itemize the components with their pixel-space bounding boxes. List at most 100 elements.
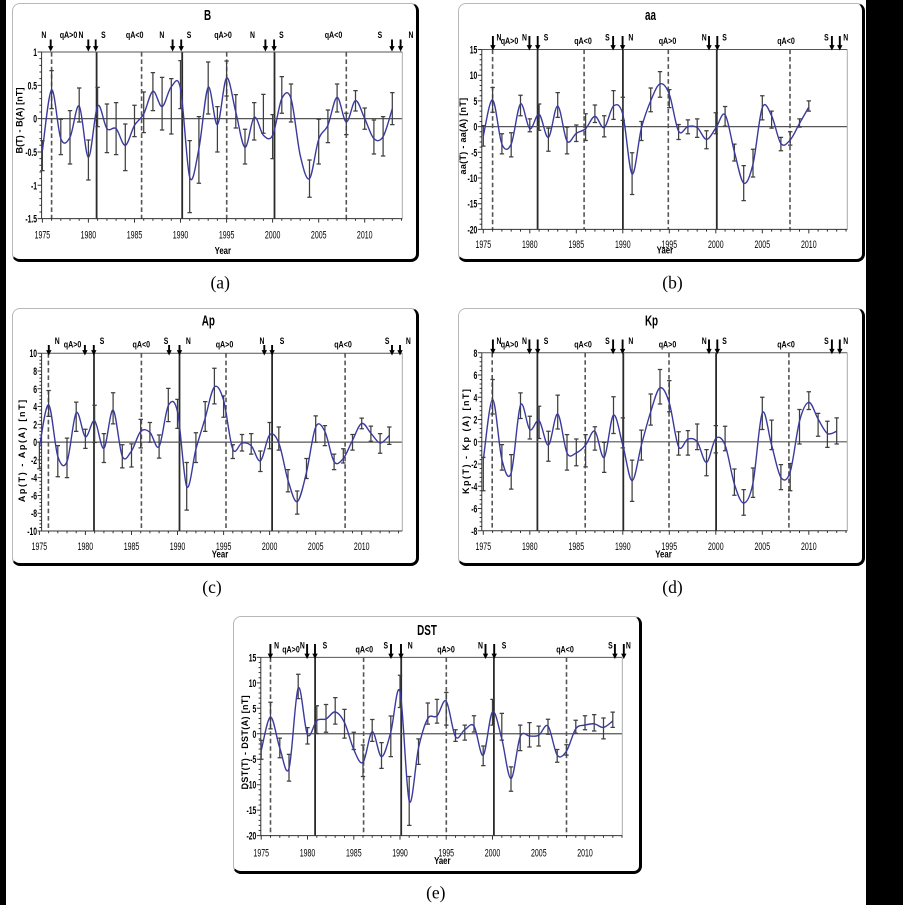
svg-text:qA>0: qA>0 xyxy=(216,338,234,349)
svg-text:1975: 1975 xyxy=(476,539,492,552)
svg-text:S: S xyxy=(101,30,106,40)
svg-text:N: N xyxy=(300,640,305,650)
svg-text:1990: 1990 xyxy=(170,539,186,552)
svg-text:N: N xyxy=(628,32,633,42)
svg-text:2010: 2010 xyxy=(801,539,817,552)
svg-text:Kp: Kp xyxy=(645,313,658,329)
svg-text:1980: 1980 xyxy=(300,846,316,859)
svg-text:15: 15 xyxy=(249,652,257,664)
svg-text:-2: -2 xyxy=(471,458,477,470)
svg-text:8: 8 xyxy=(33,365,37,377)
svg-text:S: S xyxy=(187,30,192,40)
svg-text:1985: 1985 xyxy=(346,846,362,859)
svg-text:2: 2 xyxy=(474,414,478,426)
svg-text:2005: 2005 xyxy=(311,228,327,241)
svg-text:aa(T) - aa(A) [nT]: aa(T) - aa(A) [nT] xyxy=(458,98,468,175)
svg-text:2000: 2000 xyxy=(262,539,278,552)
svg-text:qA>0: qA>0 xyxy=(501,338,519,349)
svg-text:1990: 1990 xyxy=(615,237,631,250)
svg-text:6: 6 xyxy=(474,369,478,381)
svg-text:1995: 1995 xyxy=(662,237,678,250)
svg-text:2005: 2005 xyxy=(755,237,771,250)
svg-text:2010: 2010 xyxy=(801,237,817,250)
svg-text:-8: -8 xyxy=(31,508,37,520)
svg-text:-2: -2 xyxy=(31,454,37,466)
svg-text:1980: 1980 xyxy=(522,539,538,552)
svg-text:S: S xyxy=(824,32,829,42)
svg-text:-5: -5 xyxy=(471,147,477,159)
svg-text:-20: -20 xyxy=(246,830,256,842)
svg-text:S: S xyxy=(279,30,284,40)
svg-text:-6: -6 xyxy=(31,490,37,502)
svg-text:N: N xyxy=(186,336,191,346)
svg-text:S: S xyxy=(378,30,383,40)
svg-text:Ap(T) - Ap(A) [nT]: Ap(T) - Ap(A) [nT] xyxy=(17,398,27,502)
svg-text:1990: 1990 xyxy=(615,539,631,552)
svg-text:2010: 2010 xyxy=(577,846,593,859)
svg-text:0: 0 xyxy=(474,121,478,133)
svg-text:qA<0: qA<0 xyxy=(126,29,144,40)
svg-text:qA<0: qA<0 xyxy=(777,35,795,46)
svg-text:qA>0: qA>0 xyxy=(64,338,82,349)
svg-text:qA>0: qA>0 xyxy=(659,35,677,46)
svg-text:qA<0: qA<0 xyxy=(133,338,151,349)
svg-text:Yaer: Yaer xyxy=(434,855,451,866)
svg-text:S: S xyxy=(605,336,610,346)
svg-text:2000: 2000 xyxy=(485,846,501,859)
svg-text:2005: 2005 xyxy=(308,539,324,552)
svg-text:qA<0: qA<0 xyxy=(574,338,592,349)
svg-text:-1: -1 xyxy=(31,180,37,192)
svg-text:N: N xyxy=(250,30,255,40)
svg-text:qA<0: qA<0 xyxy=(556,643,574,654)
svg-text:2000: 2000 xyxy=(708,237,724,250)
svg-text:0: 0 xyxy=(33,113,37,125)
svg-text:N: N xyxy=(497,32,502,42)
svg-text:S: S xyxy=(385,336,390,346)
svg-text:(b): (b) xyxy=(662,273,683,293)
svg-text:1995: 1995 xyxy=(219,228,235,241)
svg-text:DST(T) - DST(A) [nT]: DST(T) - DST(A) [nT] xyxy=(240,695,250,789)
svg-text:S: S xyxy=(164,336,169,346)
svg-text:15: 15 xyxy=(470,44,478,56)
svg-text:S: S xyxy=(280,336,285,346)
svg-text:0: 0 xyxy=(33,436,37,448)
svg-text:2005: 2005 xyxy=(531,846,547,859)
svg-text:qA<0: qA<0 xyxy=(777,338,795,349)
svg-text:1: 1 xyxy=(33,46,37,58)
svg-text:aa: aa xyxy=(645,7,656,23)
svg-text:N: N xyxy=(409,30,414,40)
svg-text:qA<0: qA<0 xyxy=(325,29,343,40)
svg-text:1990: 1990 xyxy=(392,846,408,859)
svg-text:N: N xyxy=(843,32,848,42)
svg-text:qA<0: qA<0 xyxy=(356,643,374,654)
svg-text:N: N xyxy=(274,640,279,650)
svg-text:1995: 1995 xyxy=(438,846,454,859)
svg-text:N: N xyxy=(41,30,46,40)
svg-text:1980: 1980 xyxy=(522,237,538,250)
svg-text:-8: -8 xyxy=(471,525,477,537)
svg-text:2000: 2000 xyxy=(265,228,281,241)
svg-text:(c): (c) xyxy=(202,577,222,597)
svg-text:Year: Year xyxy=(655,549,672,560)
svg-text:6: 6 xyxy=(33,383,37,395)
svg-text:-6: -6 xyxy=(471,503,477,515)
svg-text:-10: -10 xyxy=(467,172,477,184)
svg-text:8: 8 xyxy=(474,347,478,359)
svg-text:-0.5: -0.5 xyxy=(25,146,37,158)
svg-text:N: N xyxy=(702,32,707,42)
svg-text:2000: 2000 xyxy=(708,539,724,552)
svg-text:1975: 1975 xyxy=(32,539,48,552)
svg-text:N: N xyxy=(408,640,413,650)
svg-text:N: N xyxy=(522,32,527,42)
svg-text:N: N xyxy=(478,640,483,650)
svg-text:N: N xyxy=(159,30,164,40)
svg-text:1990: 1990 xyxy=(173,228,189,241)
svg-text:Year: Year xyxy=(212,549,229,560)
svg-text:S: S xyxy=(824,336,829,346)
svg-text:qA>0: qA>0 xyxy=(282,643,300,654)
svg-text:N: N xyxy=(522,336,527,346)
svg-text:S: S xyxy=(722,336,727,346)
svg-text:0.5: 0.5 xyxy=(28,80,37,92)
svg-text:10: 10 xyxy=(249,677,257,689)
svg-text:S: S xyxy=(100,336,105,346)
